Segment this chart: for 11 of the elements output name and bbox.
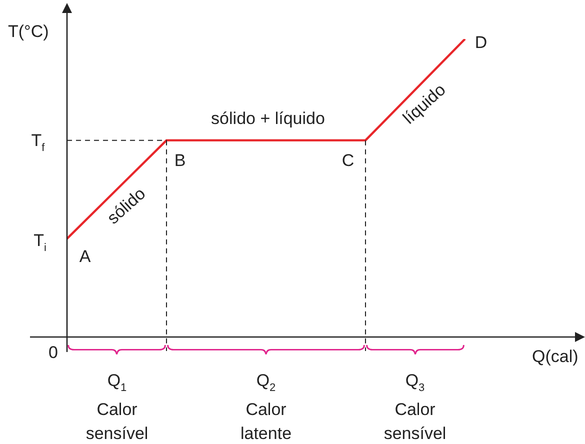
annotation: sólido + líquido bbox=[211, 109, 325, 128]
text: 0 bbox=[48, 343, 58, 362]
annotation: A bbox=[79, 247, 92, 266]
y-axis-title: T(°C) bbox=[8, 22, 49, 41]
annotation: C bbox=[342, 151, 354, 170]
annotation: D bbox=[474, 33, 488, 52]
annotation: B bbox=[174, 151, 186, 170]
text: Calor sensível bbox=[384, 400, 446, 443]
text: Calor sensível bbox=[86, 400, 148, 443]
x-axis-title: Q(cal) bbox=[532, 347, 578, 366]
text: Calor latente bbox=[240, 400, 292, 443]
